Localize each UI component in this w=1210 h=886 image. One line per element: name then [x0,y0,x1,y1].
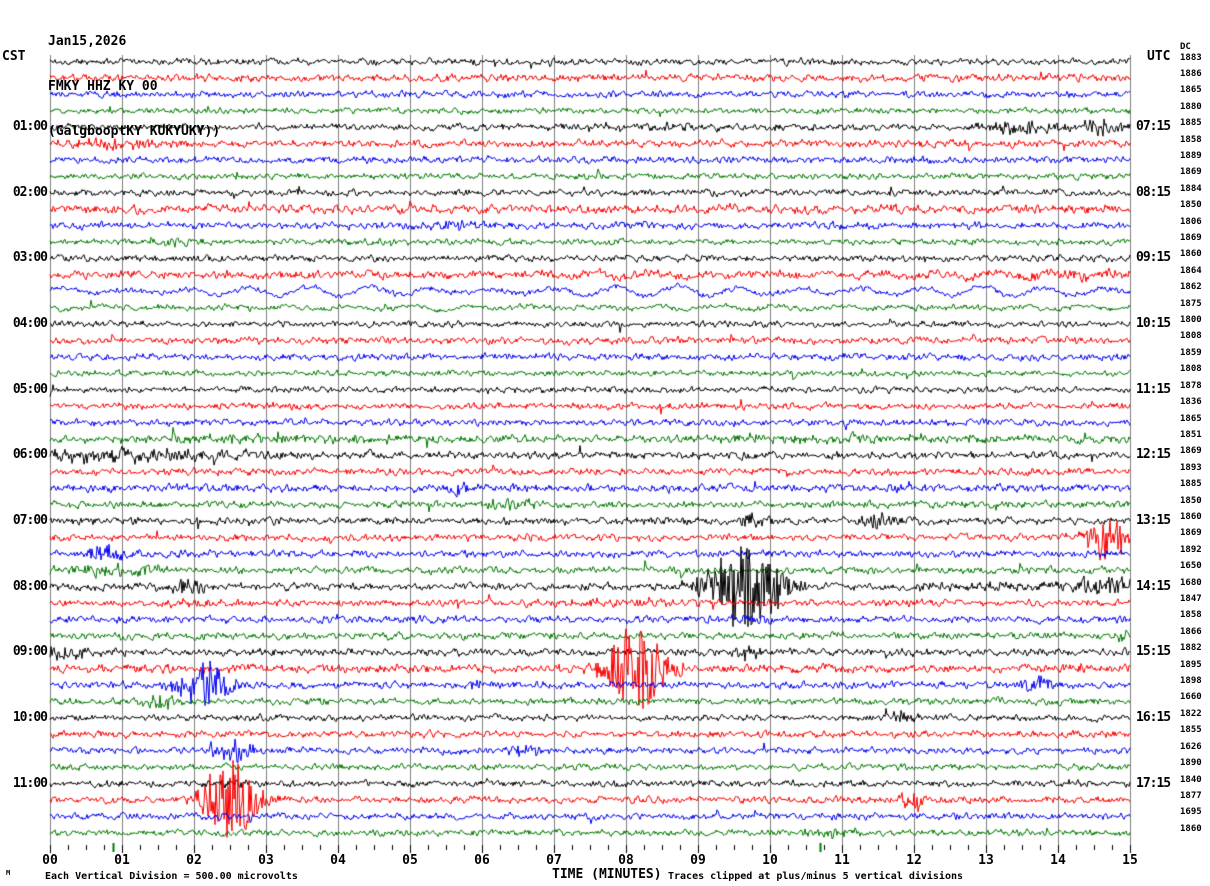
dc-offset-value: 1885 [1180,118,1202,129]
dc-offset-value: 1806 [1180,216,1202,227]
minute-label: 04 [330,853,346,868]
dc-offset-value: 1860 [1180,511,1202,522]
cst-hour-label: 10:00 [12,709,48,725]
dc-offset-value: 1869 [1180,446,1202,457]
minute-label: 06 [474,853,490,868]
minute-label: 05 [402,853,418,868]
cst-hour-label: 04:00 [12,316,48,332]
cst-hour-label: 05:00 [12,381,48,397]
minute-label: 09 [690,853,706,868]
dc-offset-value: 1889 [1180,150,1202,161]
utc-hour-label: 15:15 [1136,644,1171,660]
cst-hour-label: 11:00 [12,775,48,791]
minute-label: 02 [186,853,202,868]
dc-offset-value: 1869 [1180,233,1202,243]
dc-offset-value: 1886 [1180,68,1202,79]
dc-offset-value: 1895 [1180,659,1202,670]
minute-label: 12 [906,853,922,868]
dc-offset-value: 1865 [1180,413,1202,424]
left-timezone-label: CST [2,49,26,64]
utc-hour-label: 14:15 [1136,578,1171,594]
minute-label: 11 [834,853,850,868]
header-location: (GalgbooptKY KUKYUKY)) [48,124,221,139]
dc-offset-value: 1877 [1180,790,1202,801]
dc-offset-value: 1660 [1180,692,1202,703]
minute-label: 01 [114,853,130,868]
minute-label: 03 [258,853,274,868]
dc-offset-value: 1851 [1180,429,1202,440]
dc-column-header: DC [1180,42,1191,52]
header-date: Jan15,2026 [48,34,127,49]
dc-offset-value: 1847 [1180,594,1202,605]
dc-offset-value: 1626 [1180,741,1202,752]
dc-offset-value: 1882 [1180,643,1202,654]
dc-offset-value: 1840 [1180,774,1202,785]
dc-offset-value: 1869 [1180,528,1202,539]
dc-offset-value: 1862 [1180,282,1202,293]
dc-offset-value: 1880 [1180,101,1202,112]
dc-offset-value: 1878 [1180,380,1202,391]
minute-label: 08 [618,853,634,868]
dc-offset-value: 1808 [1180,331,1202,342]
dc-offset-value: 1859 [1180,347,1202,358]
dc-offset-value: 1850 [1180,495,1202,506]
plot-header: Jan15,2026 FMKY HHZ KY 00 (GalgbooptKY K… [48,4,220,169]
cst-hour-label: 06:00 [12,447,48,463]
cst-hour-label: 01:00 [12,119,48,135]
cst-hour-label: 09:00 [12,644,48,660]
dc-offset-value: 1865 [1180,85,1202,96]
dc-offset-value: 1808 [1180,364,1202,375]
minute-label: 14 [1050,853,1066,868]
utc-hour-label: 17:15 [1136,775,1171,791]
minute-label: 15 [1122,853,1138,868]
corner-glyph: M [6,869,11,877]
cst-hour-label: 07:00 [12,512,48,528]
dc-offset-value: 1883 [1180,52,1202,63]
dc-offset-value: 1822 [1180,708,1202,719]
dc-offset-value: 1860 [1180,823,1202,834]
dc-offset-value: 1898 [1180,676,1202,687]
dc-offset-value: 1855 [1180,725,1202,736]
cst-hour-label: 08:00 [12,578,48,594]
clip-note: Traces clipped at plus/minus 5 vertical … [668,871,964,882]
dc-offset-value: 1869 [1180,167,1202,178]
dc-offset-value: 1893 [1180,462,1202,473]
utc-hour-label: 07:15 [1136,119,1171,135]
dc-offset-value: 1892 [1180,544,1202,555]
right-timezone-label: UTC [1147,49,1171,64]
utc-hour-label: 16:15 [1136,709,1171,725]
minute-label: 13 [978,853,994,868]
utc-hour-label: 11:15 [1136,381,1171,397]
dc-offset-value: 1864 [1180,265,1202,276]
dc-offset-value: 1860 [1180,249,1202,260]
minute-label: 00 [42,853,58,868]
scale-note: Each Vertical Division = 500.00 microvol… [45,871,298,882]
dc-offset-value: 1695 [1180,807,1202,818]
minute-label: 07 [546,853,562,868]
utc-hour-label: 13:15 [1136,512,1171,528]
dc-offset-value: 1650 [1180,561,1202,572]
dc-offset-value: 1858 [1180,610,1202,621]
dc-offset-value: 1800 [1180,315,1202,326]
utc-hour-label: 09:15 [1136,250,1171,266]
dc-offset-value: 1850 [1180,200,1202,211]
dc-offset-value: 1866 [1180,626,1202,637]
cst-hour-label: 02:00 [12,184,48,200]
utc-hour-label: 12:15 [1136,447,1171,463]
header-station: FMKY HHZ KY 00 [48,79,158,94]
dc-offset-value: 1885 [1180,479,1202,490]
dc-offset-value: 1890 [1180,758,1202,769]
dc-offset-value: 1858 [1180,134,1202,145]
utc-hour-label: 08:15 [1136,184,1171,200]
dc-offset-value: 1884 [1180,183,1202,194]
minute-label: 10 [762,853,778,868]
dc-offset-value: 1680 [1180,577,1202,588]
dc-offset-value: 1875 [1180,298,1202,309]
dc-offset-value: 1836 [1180,397,1202,408]
utc-hour-label: 10:15 [1136,316,1171,332]
cst-hour-label: 03:00 [12,250,48,266]
x-axis-title: TIME (MINUTES) [552,867,662,882]
